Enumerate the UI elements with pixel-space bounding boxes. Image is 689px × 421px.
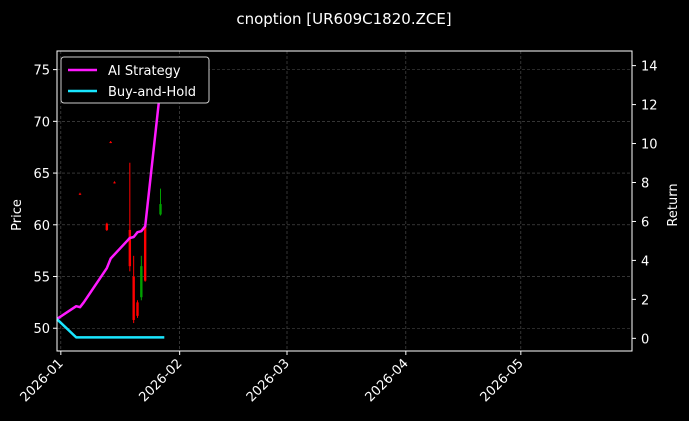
y2-tick-label: 6 bbox=[641, 215, 649, 230]
y2-tick-label: 10 bbox=[641, 138, 658, 153]
candle-body bbox=[128, 229, 132, 267]
candle-body bbox=[132, 276, 135, 320]
grid bbox=[57, 51, 632, 351]
candle-body bbox=[109, 142, 112, 144]
y2-axis-label: Return bbox=[666, 183, 681, 226]
y2-tick-label: 14 bbox=[641, 60, 658, 75]
candle-body bbox=[113, 182, 116, 184]
y-tick-label: 65 bbox=[33, 167, 50, 182]
y2-tick-label: 4 bbox=[641, 254, 649, 269]
y-tick-label: 75 bbox=[33, 64, 50, 79]
candles bbox=[78, 141, 162, 324]
y-tick-label: 55 bbox=[33, 271, 50, 286]
candle-body bbox=[143, 224, 147, 281]
y-tick-label: 60 bbox=[33, 219, 50, 234]
legend-label-buy-and-hold: Buy-and-Hold bbox=[108, 85, 196, 100]
plot-frame bbox=[56, 50, 633, 352]
series-line-ai-strategy bbox=[56, 57, 166, 320]
y-tick-label: 50 bbox=[33, 322, 50, 337]
candle-body bbox=[136, 302, 139, 316]
legend-label-ai-strategy: AI Strategy bbox=[108, 64, 181, 79]
series-lines bbox=[56, 57, 166, 339]
y2-tick-label: 2 bbox=[641, 293, 649, 308]
legend-box bbox=[60, 56, 210, 104]
chart-title: cnoption [UR609C1820.ZCE] bbox=[236, 10, 451, 28]
y2-tick-label: 8 bbox=[641, 176, 649, 191]
legend: AI Strategy Buy-and-Hold bbox=[60, 56, 210, 104]
candle-body bbox=[159, 204, 162, 215]
candle-body bbox=[140, 266, 143, 298]
y-tick-label: 70 bbox=[33, 115, 50, 130]
y2-tick-label: 12 bbox=[641, 99, 658, 114]
candle-body bbox=[78, 193, 82, 195]
series-line-buy-and-hold bbox=[56, 318, 165, 339]
y2-tick-label: 0 bbox=[641, 332, 649, 347]
y-axis-label: Price bbox=[10, 199, 25, 231]
candle-body bbox=[105, 223, 109, 230]
